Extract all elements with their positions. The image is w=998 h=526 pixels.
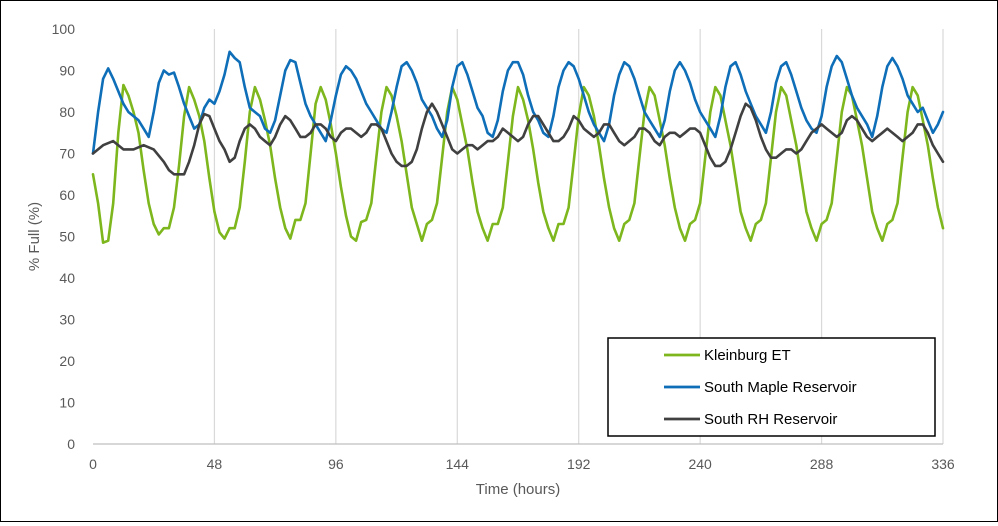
x-tick-label: 288 bbox=[810, 456, 834, 472]
x-tick-label: 240 bbox=[688, 456, 712, 472]
x-tick-label: 0 bbox=[89, 456, 97, 472]
series-line bbox=[91, 50, 945, 155]
y-tick-label: 0 bbox=[67, 436, 75, 452]
legend-label: South Maple Reservoir bbox=[704, 379, 857, 396]
legend-box bbox=[607, 337, 936, 437]
series-line bbox=[91, 102, 945, 176]
series-lines bbox=[91, 50, 945, 244]
x-tick-label: 48 bbox=[207, 456, 223, 472]
x-tick-label: 336 bbox=[931, 456, 955, 472]
y-tick-label: 60 bbox=[59, 187, 75, 203]
x-axis-title: Time (hours) bbox=[476, 481, 560, 498]
x-tick-label: 192 bbox=[567, 456, 591, 472]
y-tick-label: 30 bbox=[59, 312, 75, 328]
x-tick-label: 96 bbox=[328, 456, 344, 472]
y-tick-label: 40 bbox=[59, 270, 75, 286]
x-tick-labels: 0 48 96 144 192 240 288 336 bbox=[89, 456, 955, 472]
y-tick-label: 50 bbox=[59, 229, 75, 245]
legend-label: Kleinburg ET bbox=[704, 347, 791, 364]
y-tick-labels: 0 10 20 30 40 50 60 70 80 90 100 bbox=[52, 21, 76, 452]
y-tick-label: 20 bbox=[59, 353, 75, 369]
y-tick-label: 10 bbox=[59, 395, 75, 411]
y-tick-label: 100 bbox=[52, 21, 76, 37]
y-tick-label: 90 bbox=[59, 63, 75, 79]
y-tick-label: 80 bbox=[59, 104, 75, 120]
series-line bbox=[91, 83, 945, 244]
legend: Kleinburg ET South Maple Reservoir South R… bbox=[607, 337, 936, 437]
y-axis-title: % Full (%) bbox=[26, 202, 43, 271]
x-tick-label: 144 bbox=[446, 456, 470, 472]
y-tick-label: 70 bbox=[59, 146, 75, 162]
legend-label: South RH Reservoir bbox=[704, 411, 837, 428]
